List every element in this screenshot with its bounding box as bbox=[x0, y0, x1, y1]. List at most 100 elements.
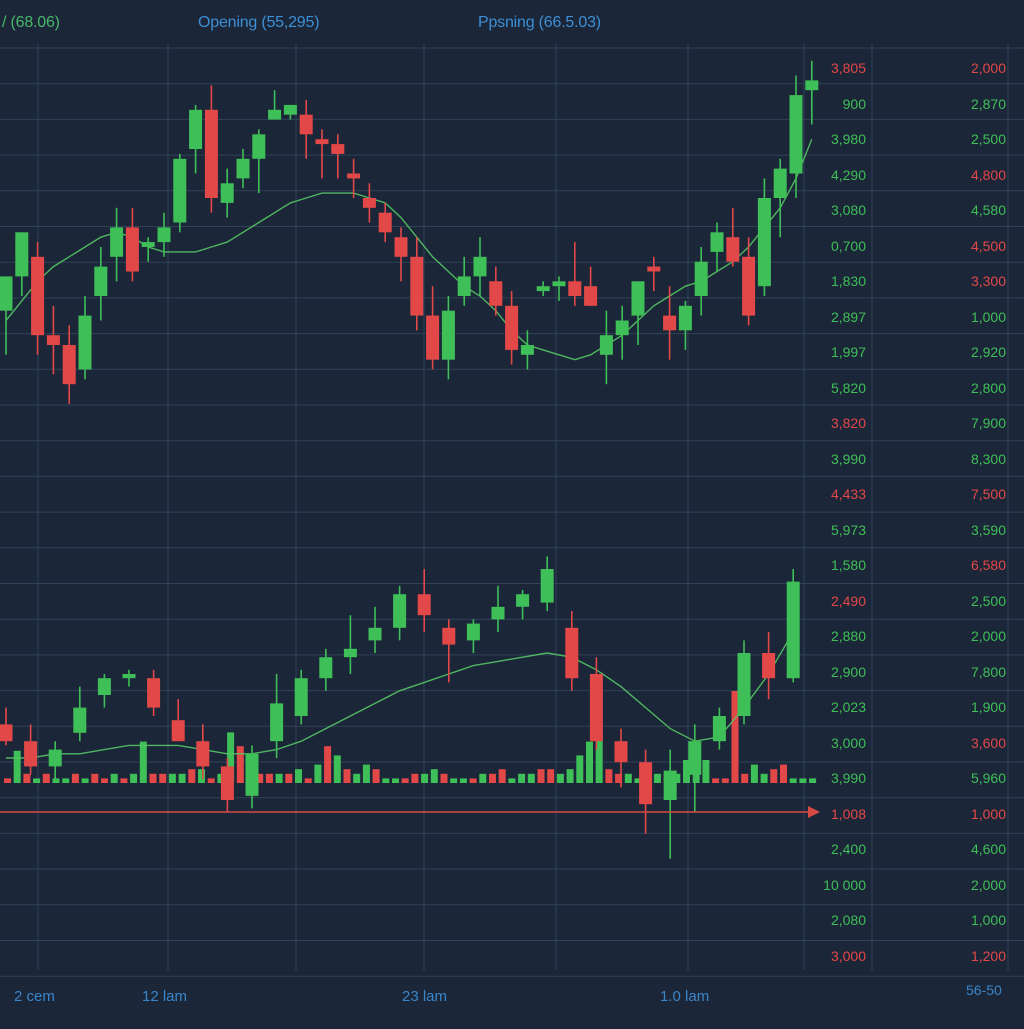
volume-bar bbox=[285, 773, 293, 783]
volume-bar bbox=[256, 773, 264, 783]
header-left-label: / (68.06) bbox=[2, 14, 60, 31]
price-tick-label: 2,880 bbox=[830, 628, 866, 644]
upper-candle-body bbox=[631, 281, 645, 316]
lower-candle-body bbox=[73, 707, 87, 733]
volume-bar bbox=[343, 769, 351, 783]
lower-candle-body bbox=[220, 766, 234, 800]
price-tick-label: 2,900 bbox=[830, 663, 866, 680]
volume-bar bbox=[382, 778, 390, 783]
lower-candle-body bbox=[343, 648, 357, 658]
price-tick-label: 2,490 bbox=[830, 592, 866, 609]
price-tick-label: 1,000 bbox=[970, 912, 1006, 928]
volume-bar bbox=[198, 769, 205, 783]
upper-candle-body bbox=[220, 183, 234, 203]
volume-bar bbox=[227, 732, 235, 783]
upper-candle-body bbox=[62, 345, 76, 385]
price-tick-label: 4,580 bbox=[970, 202, 1006, 218]
upper-candle-body bbox=[599, 335, 613, 355]
price-tick-label: 2,500 bbox=[970, 131, 1006, 147]
volume-bar bbox=[275, 773, 283, 783]
volume-bar bbox=[809, 778, 817, 783]
price-tick-label: 1,200 bbox=[970, 947, 1006, 964]
lower-candle-body bbox=[762, 653, 776, 679]
price-tick-label: 7,500 bbox=[970, 486, 1006, 502]
volume-bar bbox=[770, 769, 778, 783]
lower-candle-body bbox=[171, 720, 185, 742]
lower-candle-body bbox=[417, 594, 431, 616]
volume-bar bbox=[508, 778, 516, 783]
upper-candle-body bbox=[789, 95, 803, 174]
lower-candle-body bbox=[270, 703, 284, 742]
price-tick-label: 5,820 bbox=[830, 379, 866, 396]
volume-bar bbox=[401, 778, 409, 783]
lower-candle-body bbox=[786, 581, 800, 679]
volume-bar bbox=[62, 778, 70, 783]
upper-candle-body bbox=[536, 286, 550, 292]
price-tick-label: 4,600 bbox=[970, 841, 1006, 857]
upper-candle-body bbox=[110, 227, 124, 257]
volume-bar bbox=[615, 773, 623, 783]
volume-bar bbox=[547, 769, 555, 783]
upper-candle-body bbox=[378, 212, 392, 233]
volume-bar bbox=[149, 773, 157, 783]
volume-bar bbox=[421, 773, 429, 783]
upper-candle-body bbox=[473, 256, 487, 277]
price-tick-label: 2,080 bbox=[830, 912, 866, 928]
lower-candle-body bbox=[688, 741, 702, 775]
corner-label: 56-50 bbox=[966, 982, 1002, 998]
upper-candle-body bbox=[125, 227, 139, 272]
volume-bar bbox=[207, 778, 215, 783]
volume-bar bbox=[469, 778, 477, 783]
volume-bar bbox=[353, 773, 361, 783]
lower-candle-body bbox=[614, 741, 628, 763]
volume-bar bbox=[498, 769, 506, 783]
price-tick-label: 1,000 bbox=[970, 805, 1006, 822]
upper-candle-body bbox=[647, 266, 661, 272]
price-tick-label: 3,805 bbox=[830, 60, 866, 76]
lower-candle-body bbox=[368, 627, 382, 641]
price-tick-label: 2,920 bbox=[970, 344, 1006, 360]
header-opening-label: Opening (55,295) bbox=[198, 14, 320, 31]
volume-bar bbox=[71, 773, 79, 783]
upper-candle-body bbox=[315, 139, 329, 145]
price-tick-label: 1,008 bbox=[830, 805, 866, 822]
price-tick-label: 5,960 bbox=[970, 770, 1006, 786]
upper-candle-body bbox=[678, 305, 692, 331]
price-tick-label: 1,997 bbox=[830, 344, 866, 360]
volume-bar bbox=[789, 778, 797, 783]
upper-candle-body bbox=[362, 198, 376, 208]
lower-candle-body bbox=[442, 627, 456, 645]
price-tick-label: 3,990 bbox=[830, 770, 866, 786]
upper-candle-body bbox=[552, 281, 566, 287]
volume-bar bbox=[52, 778, 60, 783]
volume-bar bbox=[295, 769, 302, 783]
upper-candle-body bbox=[31, 256, 45, 336]
upper-candle-body bbox=[805, 80, 819, 91]
volume-bar bbox=[314, 764, 322, 783]
upper-candle-body bbox=[157, 227, 171, 243]
price-tick-label: 7,900 bbox=[970, 415, 1006, 431]
upper-candle-body bbox=[94, 266, 108, 296]
price-tick-label: 1,000 bbox=[970, 308, 1006, 325]
volume-bar bbox=[440, 773, 448, 783]
volume-bar bbox=[566, 769, 574, 783]
upper-candle-body bbox=[15, 232, 29, 277]
volume-bar bbox=[304, 778, 312, 783]
volume-bar bbox=[750, 764, 758, 783]
price-tick-label: 2,400 bbox=[830, 841, 866, 857]
volume-bar bbox=[586, 741, 593, 783]
price-tick-label: 7,800 bbox=[970, 663, 1006, 680]
volume-bar bbox=[576, 755, 584, 783]
upper-candle-body bbox=[46, 335, 60, 345]
volume-bar bbox=[120, 778, 128, 783]
price-tick-label: 3,820 bbox=[830, 415, 866, 431]
volume-bar bbox=[392, 778, 399, 783]
volume-bar bbox=[411, 773, 419, 783]
volume-bar bbox=[459, 778, 467, 783]
moving-average-line-lower bbox=[6, 631, 794, 759]
volume-bar bbox=[692, 769, 700, 783]
price-tick-label: 2,500 bbox=[970, 592, 1006, 609]
upper-candle-body bbox=[78, 315, 92, 370]
upper-candle-body bbox=[505, 305, 519, 350]
lower-candle-body bbox=[245, 753, 259, 796]
